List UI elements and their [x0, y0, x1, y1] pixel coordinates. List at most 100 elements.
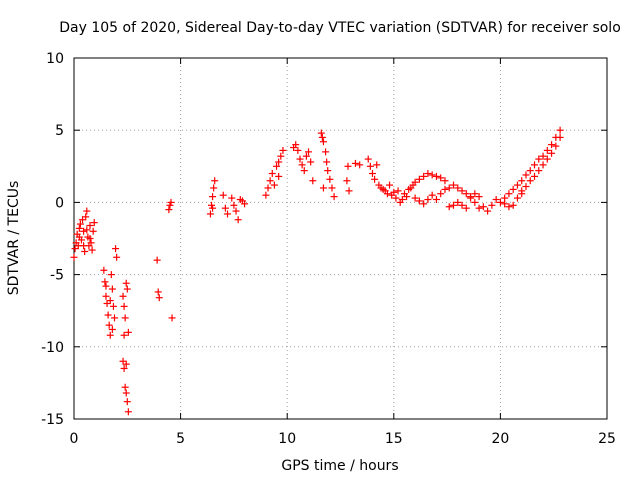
data-point	[526, 177, 534, 185]
data-point	[390, 188, 398, 196]
data-point	[326, 175, 334, 183]
data-point	[122, 279, 130, 287]
data-point	[298, 161, 306, 169]
data-point	[539, 161, 547, 169]
data-point	[518, 190, 526, 198]
data-point	[108, 285, 116, 293]
data-point	[531, 161, 539, 169]
x-tick-label: 10	[278, 431, 296, 447]
data-point	[120, 331, 128, 339]
data-point	[556, 126, 564, 134]
data-point	[83, 226, 91, 234]
data-point	[319, 138, 327, 146]
x-tick-label: 0	[70, 431, 79, 447]
data-point	[292, 141, 300, 149]
data-point	[122, 389, 130, 397]
data-point	[154, 288, 162, 296]
data-point	[305, 148, 313, 156]
data-point	[123, 285, 131, 293]
data-point	[279, 146, 287, 154]
data-point	[411, 178, 419, 186]
data-point	[484, 207, 492, 215]
axis-ticks	[73, 57, 608, 420]
data-point	[471, 190, 479, 198]
data-point	[112, 245, 120, 253]
data-point	[168, 314, 176, 322]
data-point	[475, 204, 483, 212]
data-point	[462, 204, 470, 212]
data-point	[296, 155, 304, 163]
data-point	[383, 190, 391, 198]
data-point	[543, 146, 551, 154]
data-point	[441, 177, 449, 185]
x-axis-label: GPS time / hours	[281, 458, 398, 474]
data-point	[70, 253, 78, 261]
data-point	[102, 282, 110, 290]
data-point	[548, 149, 556, 157]
data-point	[415, 175, 423, 183]
data-point	[356, 161, 364, 169]
data-point	[309, 177, 317, 185]
data-point	[100, 266, 108, 274]
data-point	[273, 162, 281, 170]
data-point	[535, 155, 543, 163]
data-point	[543, 155, 551, 163]
y-axis-label: SDTVAR / TECUs	[6, 181, 22, 296]
data-point	[458, 187, 466, 195]
data-point	[328, 184, 336, 192]
data-point	[462, 190, 470, 198]
data-point	[264, 184, 272, 192]
data-point	[294, 146, 302, 154]
data-point	[120, 364, 128, 372]
x-tick-label: 25	[598, 431, 616, 447]
data-point	[424, 196, 432, 204]
data-point	[270, 181, 278, 189]
data-point	[221, 204, 229, 212]
data-point	[209, 193, 217, 201]
data-point	[513, 181, 521, 189]
data-point	[428, 171, 436, 179]
data-point	[211, 177, 219, 185]
y-tick-label: -10	[41, 340, 64, 356]
data-point	[471, 198, 479, 206]
data-point	[153, 256, 161, 264]
data-point	[445, 203, 453, 211]
data-point	[424, 170, 432, 178]
data-point	[420, 200, 428, 208]
data-point	[167, 198, 175, 206]
data-point	[119, 292, 127, 300]
data-point	[432, 196, 440, 204]
data-point	[228, 194, 236, 202]
data-point	[351, 159, 359, 167]
data-point	[277, 152, 285, 160]
data-point	[89, 227, 97, 235]
data-point	[394, 187, 402, 195]
data-point	[518, 177, 526, 185]
data-point	[302, 152, 310, 160]
data-point	[121, 383, 129, 391]
data-point	[88, 246, 96, 254]
data-point	[475, 193, 483, 201]
data-point	[165, 206, 173, 214]
data-point	[548, 141, 556, 149]
data-point	[241, 200, 249, 208]
data-point	[496, 198, 504, 206]
data-point	[113, 253, 121, 261]
data-point	[479, 203, 487, 211]
data-point	[262, 191, 270, 199]
y-tick-label: 10	[46, 51, 64, 67]
data-point	[445, 184, 453, 192]
data-point	[224, 210, 232, 218]
data-point	[120, 302, 128, 310]
data-point	[80, 227, 88, 235]
data-point	[539, 152, 547, 160]
data-point	[552, 142, 560, 150]
data-point	[268, 170, 276, 178]
grid-lines	[74, 58, 607, 419]
data-point	[300, 167, 308, 175]
data-point	[411, 194, 419, 202]
data-point	[441, 185, 449, 193]
data-point	[513, 194, 521, 202]
data-point	[232, 207, 240, 215]
